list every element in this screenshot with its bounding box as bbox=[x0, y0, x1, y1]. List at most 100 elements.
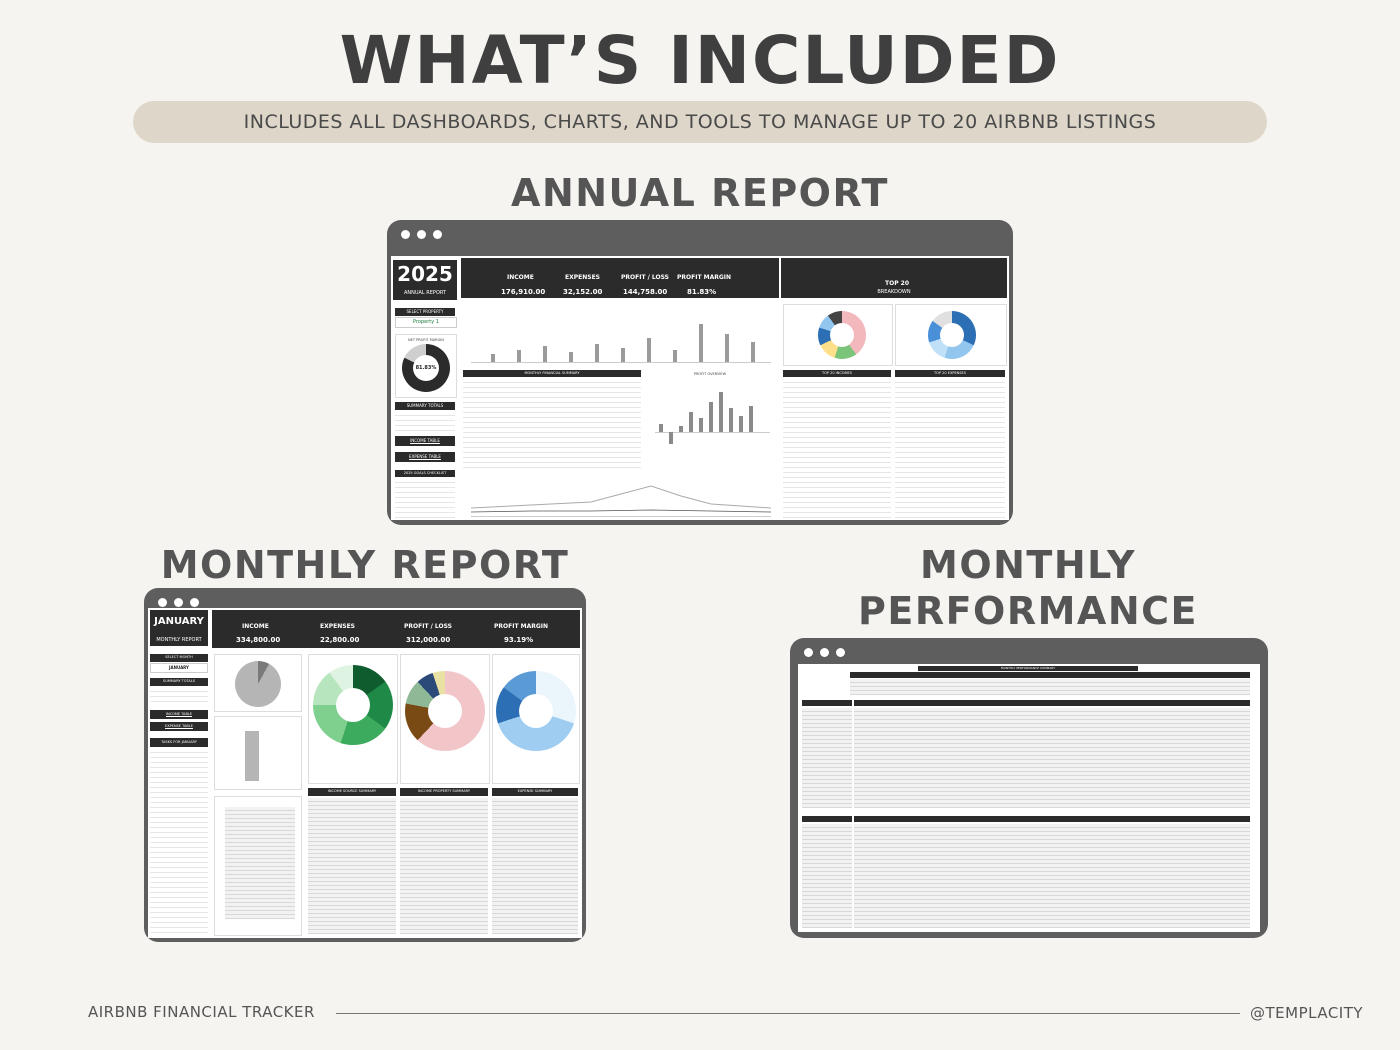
top-incomes-table bbox=[783, 378, 891, 518]
chart-bar bbox=[569, 352, 573, 362]
income-table-link[interactable]: INCOME TABLE bbox=[165, 712, 193, 716]
year-block: 2025 ANNUAL REPORT bbox=[393, 260, 457, 300]
select-property-header: SELECT PROPERTY bbox=[395, 308, 455, 316]
footer-brand: AIRBNB FINANCIAL TRACKER bbox=[88, 1003, 315, 1021]
kpi-income-label: INCOME bbox=[242, 623, 269, 630]
expense-table-button[interactable]: EXPENSE TABLE bbox=[150, 722, 208, 731]
profit-bar bbox=[669, 432, 673, 444]
top-expenses-chart bbox=[895, 304, 1007, 366]
annual-report-window: 2025 ANNUAL REPORT SELECT PROPERTY Prope… bbox=[387, 220, 1013, 525]
expense-table-link[interactable]: EXPENSE TABLE bbox=[165, 724, 193, 728]
kpi-margin-value: 93.19% bbox=[504, 636, 534, 644]
top-incomes-header: TOP 20 INCOMES bbox=[783, 370, 891, 377]
chart-bar bbox=[699, 324, 703, 362]
top-expenses-table bbox=[895, 378, 1005, 518]
summary-totals-label: SUMMARY TOTALS bbox=[162, 679, 195, 683]
top20-header: TOP 20 BREAKDOWN bbox=[781, 258, 1007, 298]
income-source-totals bbox=[802, 708, 852, 808]
income-by-property-chart bbox=[214, 796, 302, 936]
kpi-margin-label: PROFIT MARGIN bbox=[677, 274, 732, 281]
summary-totals-table bbox=[150, 687, 208, 705]
donut-hole bbox=[336, 688, 370, 722]
profit-bar bbox=[729, 408, 733, 432]
property-income-donut-card bbox=[308, 654, 398, 784]
profit-bar bbox=[739, 416, 743, 432]
expense-table-button[interactable]: EXPENSE TABLE bbox=[395, 452, 455, 462]
income-property-table bbox=[400, 798, 488, 934]
income-source-header: INCOME SOURCE SUMMARY bbox=[308, 788, 396, 796]
summary-totals-header: SUMMARY TOTALS bbox=[150, 678, 208, 686]
month-select[interactable]: JANUARY bbox=[150, 663, 208, 673]
expense-line bbox=[470, 509, 772, 513]
expense-distribution-header bbox=[854, 816, 1250, 822]
profit-bar bbox=[699, 418, 703, 432]
year-label: 2025 bbox=[397, 262, 453, 286]
performance-title: MONTHLY PERFORMANCE SUMMARY bbox=[1000, 666, 1056, 670]
pie bbox=[235, 661, 281, 707]
margin-card: NET PROFIT MARGIN 81.83% bbox=[395, 334, 457, 398]
monthly-summary-title: MONTHLY FINANCIAL SUMMARY bbox=[524, 371, 580, 375]
performance-title-bar: MONTHLY PERFORMANCE SUMMARY bbox=[918, 666, 1138, 671]
property-select[interactable]: Property 1 bbox=[395, 317, 457, 328]
zero-line bbox=[655, 432, 770, 433]
income-table-link[interactable]: INCOME TABLE bbox=[410, 438, 440, 443]
goals-header: 2025 GOALS CHECKLIST bbox=[395, 470, 455, 477]
income-source-donut-card bbox=[400, 654, 490, 784]
kpi-income-label: INCOME bbox=[507, 274, 534, 281]
window-dot bbox=[417, 230, 426, 239]
summary-totals-header: SUMMARY TOTALS bbox=[395, 402, 455, 410]
income-property-header: INCOME PROPERTY SUMMARY bbox=[400, 788, 488, 796]
subtitle-banner-text: INCLUDES ALL DASHBOARDS, CHARTS, AND TOO… bbox=[243, 111, 1157, 133]
window-dot bbox=[820, 648, 829, 657]
income-table-button[interactable]: INCOME TABLE bbox=[150, 710, 208, 719]
kpi-income-value: 176,910.00 bbox=[501, 288, 546, 296]
top-expenses-title: TOP 20 EXPENSES bbox=[934, 371, 966, 375]
expense-distribution-table bbox=[854, 824, 1250, 928]
income-distribution-header bbox=[854, 700, 1250, 706]
donut-hole bbox=[830, 323, 854, 347]
donut-hole bbox=[428, 694, 462, 728]
income-table-button[interactable]: INCOME TABLE bbox=[395, 436, 455, 446]
net-profit-margin-label: NET PROFIT MARGIN bbox=[408, 338, 444, 342]
select-month-label: SELECT MONTH bbox=[165, 655, 193, 659]
window-dot bbox=[190, 598, 199, 607]
profit-bar bbox=[689, 412, 693, 432]
annual-report-label: ANNUAL REPORT bbox=[403, 290, 447, 296]
income-line bbox=[470, 485, 772, 509]
chart-bar bbox=[517, 350, 521, 362]
chart-bar bbox=[647, 338, 651, 362]
expense-category-header bbox=[802, 816, 852, 822]
summary-totals-table bbox=[395, 411, 455, 433]
monthly-summary-table bbox=[463, 378, 641, 470]
top20-sub: BREAKDOWN bbox=[877, 289, 911, 295]
chart-bar bbox=[621, 348, 625, 362]
chart-bar bbox=[245, 731, 259, 781]
month-label: JANUARY bbox=[154, 616, 204, 627]
profit-loss-table bbox=[850, 679, 1250, 695]
kpi-margin-value: 81.83% bbox=[687, 288, 717, 296]
window-controls bbox=[158, 598, 199, 607]
window-dot bbox=[433, 230, 442, 239]
chart-bar bbox=[673, 350, 677, 362]
chart-bar bbox=[491, 354, 495, 362]
goals-checklist[interactable] bbox=[395, 478, 455, 518]
expense-table-link[interactable]: EXPENSE TABLE bbox=[409, 454, 441, 459]
footer-handle: @TEMPLACITY bbox=[1250, 1004, 1364, 1022]
chart-bar bbox=[725, 334, 729, 362]
tasks-checklist[interactable] bbox=[150, 748, 208, 936]
profit-overview-chart: PROFIT OVERVIEW bbox=[645, 372, 775, 468]
top-incomes-chart bbox=[783, 304, 893, 366]
profit-loss-header bbox=[850, 672, 1250, 678]
window-dot bbox=[158, 598, 167, 607]
monthly-report-label: MONTHLY REPORT bbox=[156, 637, 202, 643]
income-source-title: INCOME SOURCE SUMMARY bbox=[327, 789, 377, 793]
top20-label: TOP 20 bbox=[885, 280, 910, 287]
monthly-report-heading: MONTHLY REPORT bbox=[160, 543, 570, 587]
kpi-income-value: 334,800.00 bbox=[236, 636, 281, 644]
profit-bar bbox=[749, 406, 753, 432]
kpi-expenses-value: 22,800.00 bbox=[320, 636, 360, 644]
income-expense-pie bbox=[214, 654, 302, 712]
kpi-margin-label: PROFIT MARGIN bbox=[494, 623, 549, 630]
window-dot bbox=[836, 648, 845, 657]
income-expense-line-chart bbox=[470, 476, 772, 517]
